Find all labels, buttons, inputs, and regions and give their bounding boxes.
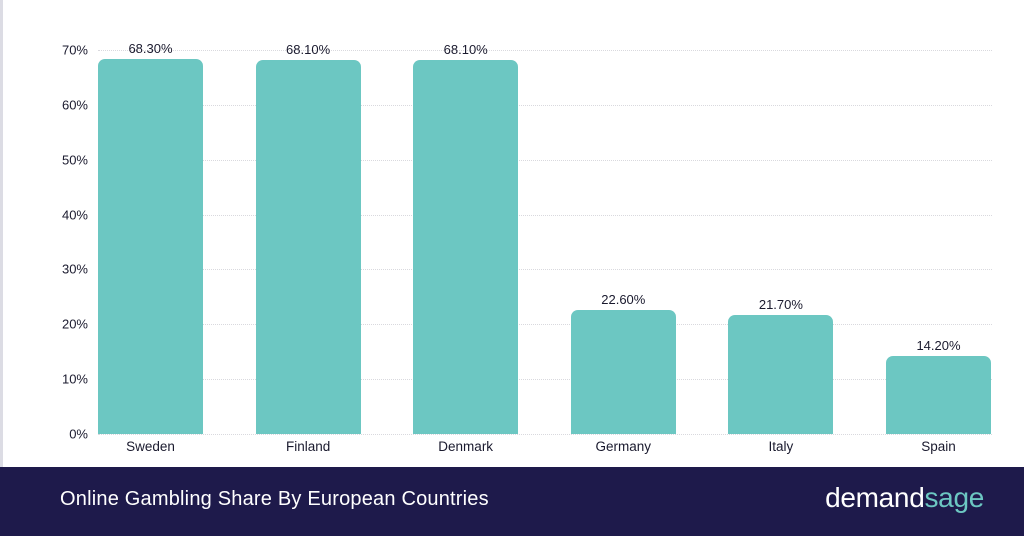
gridline bbox=[98, 379, 992, 381]
gridline bbox=[98, 214, 992, 216]
bar-italy bbox=[728, 314, 834, 434]
x-axis-label: Italy bbox=[768, 439, 794, 454]
bar-denmark bbox=[413, 60, 519, 434]
gridline bbox=[98, 269, 992, 271]
bar-germany bbox=[570, 310, 676, 434]
gridline bbox=[98, 434, 992, 435]
bar-chart: 0% 10% 20% 30% 40% 50% 60% 70% 68.30% Sweden 68.10… bbox=[61, 41, 992, 454]
gridline bbox=[98, 324, 992, 326]
gridline bbox=[98, 159, 992, 161]
y-axis-tick-label: 20% bbox=[61, 316, 88, 332]
y-axis-tick-label: 40% bbox=[61, 207, 88, 223]
x-axis-label: Sweden bbox=[126, 439, 175, 454]
x-axis-label: Finland bbox=[285, 439, 331, 454]
value-label: 21.70% bbox=[758, 296, 803, 312]
gridline bbox=[98, 50, 992, 51]
x-axis-label: Germany bbox=[595, 439, 652, 454]
value-label: 68.30% bbox=[128, 41, 173, 57]
brand-logo-part2: sage bbox=[924, 482, 984, 513]
value-label: 68.10% bbox=[286, 42, 331, 58]
value-label: 22.60% bbox=[601, 292, 646, 308]
y-axis-tick-label: 0% bbox=[69, 426, 88, 442]
bar-finland bbox=[255, 60, 361, 434]
bar-spain bbox=[886, 356, 991, 434]
brand-logo: demandsage bbox=[825, 482, 984, 514]
x-axis-label: Spain bbox=[921, 439, 956, 454]
y-axis-tick-label: 60% bbox=[61, 97, 88, 113]
x-axis-label: Denmark bbox=[438, 439, 494, 454]
gridline bbox=[98, 104, 992, 106]
y-axis-tick-label: 30% bbox=[61, 261, 88, 277]
value-label: 68.10% bbox=[443, 42, 488, 58]
footer-banner: Online Gambling Share By European Countr… bbox=[0, 467, 1024, 536]
y-axis-tick-label: 50% bbox=[61, 152, 88, 168]
value-label: 14.20% bbox=[916, 338, 961, 354]
bar-sweden bbox=[98, 59, 203, 434]
brand-logo-part1: demand bbox=[825, 482, 925, 513]
y-axis-tick-label: 70% bbox=[61, 42, 88, 58]
left-border bbox=[0, 0, 3, 467]
chart-title: Online Gambling Share By European Countr… bbox=[60, 488, 489, 510]
y-axis-tick-label: 10% bbox=[61, 371, 88, 387]
